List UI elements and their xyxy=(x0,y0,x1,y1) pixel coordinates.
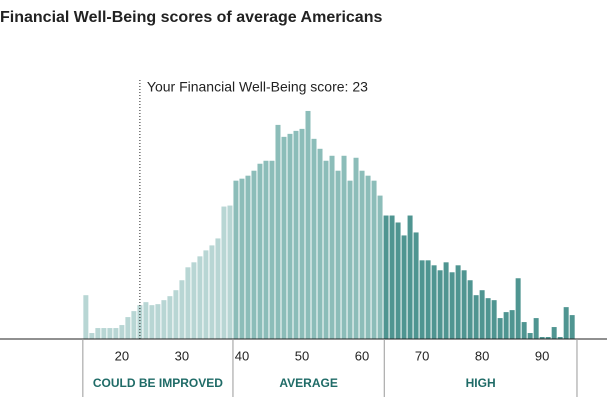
bar xyxy=(179,280,185,339)
x-tick-label: 60 xyxy=(355,348,369,363)
bar xyxy=(455,265,461,339)
bar xyxy=(461,270,467,339)
bar xyxy=(341,155,347,339)
bar xyxy=(347,180,353,339)
bar xyxy=(377,195,383,339)
bar xyxy=(173,290,179,339)
x-tick-label: 90 xyxy=(535,348,549,363)
bar xyxy=(95,328,101,339)
bar xyxy=(431,265,437,339)
bar xyxy=(473,295,479,339)
bar xyxy=(515,278,521,339)
bar xyxy=(359,170,365,339)
bar xyxy=(485,298,491,339)
x-tick-label: 40 xyxy=(235,348,249,363)
bar xyxy=(407,215,413,339)
bar xyxy=(239,178,245,339)
bar xyxy=(161,300,167,339)
bar xyxy=(89,333,95,339)
bar xyxy=(569,315,575,339)
region-label: HIGH xyxy=(466,376,496,390)
x-tick-label: 20 xyxy=(115,348,129,363)
bar xyxy=(83,295,89,339)
bar xyxy=(335,170,341,339)
bar xyxy=(503,312,509,339)
x-tick-label: 50 xyxy=(295,348,309,363)
bar xyxy=(269,160,275,339)
bar xyxy=(479,290,485,339)
bar xyxy=(539,337,545,339)
bar xyxy=(155,304,161,339)
bar xyxy=(317,148,323,339)
bar xyxy=(449,272,455,339)
bar xyxy=(491,300,497,339)
bar xyxy=(557,337,563,339)
bar xyxy=(323,160,329,339)
bar xyxy=(509,310,515,339)
bar xyxy=(287,133,293,339)
bar xyxy=(545,337,551,339)
bar xyxy=(215,238,221,339)
bar xyxy=(467,280,473,339)
bar xyxy=(329,155,335,339)
bar xyxy=(521,322,527,339)
bar xyxy=(533,318,539,339)
bar xyxy=(383,215,389,339)
bar xyxy=(113,328,119,339)
bar xyxy=(563,307,569,339)
bar xyxy=(401,235,407,339)
bar xyxy=(101,328,107,339)
bar xyxy=(293,130,299,339)
bar xyxy=(437,270,443,339)
bar xyxy=(191,262,197,339)
bar xyxy=(119,325,125,339)
bar xyxy=(527,333,533,339)
bar xyxy=(125,317,131,339)
bar xyxy=(221,206,227,339)
bar xyxy=(443,262,449,339)
bar xyxy=(245,175,251,339)
chart-title: Financial Well-Being scores of average A… xyxy=(0,9,382,26)
x-tick-label: 70 xyxy=(415,348,429,363)
bar xyxy=(365,175,371,339)
bar xyxy=(353,157,359,339)
bar xyxy=(413,232,419,339)
bar xyxy=(149,305,155,339)
bar xyxy=(389,215,395,339)
bar xyxy=(257,163,263,339)
bar xyxy=(107,328,113,339)
annotation-text: Your Financial Well-Being score: 23 xyxy=(147,79,368,95)
bar xyxy=(305,110,311,340)
region-label: AVERAGE xyxy=(279,376,337,390)
region-label: COULD BE IMPROVED xyxy=(93,376,223,390)
bar xyxy=(419,260,425,339)
bar xyxy=(551,327,557,339)
bar xyxy=(299,128,305,339)
bar xyxy=(185,267,191,339)
bar xyxy=(209,245,215,339)
bar xyxy=(227,205,233,339)
bar xyxy=(395,222,401,339)
bar xyxy=(425,260,431,339)
bar xyxy=(281,136,287,339)
bar xyxy=(167,296,173,339)
bar xyxy=(251,170,257,339)
bar xyxy=(275,124,281,339)
bar xyxy=(131,311,137,339)
bar xyxy=(311,138,317,339)
bar xyxy=(137,305,143,339)
bar xyxy=(263,160,269,339)
bar xyxy=(233,180,239,339)
bar xyxy=(143,302,149,339)
bar xyxy=(497,318,503,339)
bar xyxy=(197,256,203,339)
bar xyxy=(203,250,209,339)
x-tick-label: 80 xyxy=(475,348,489,363)
bar xyxy=(371,180,377,339)
x-tick-label: 30 xyxy=(175,348,189,363)
